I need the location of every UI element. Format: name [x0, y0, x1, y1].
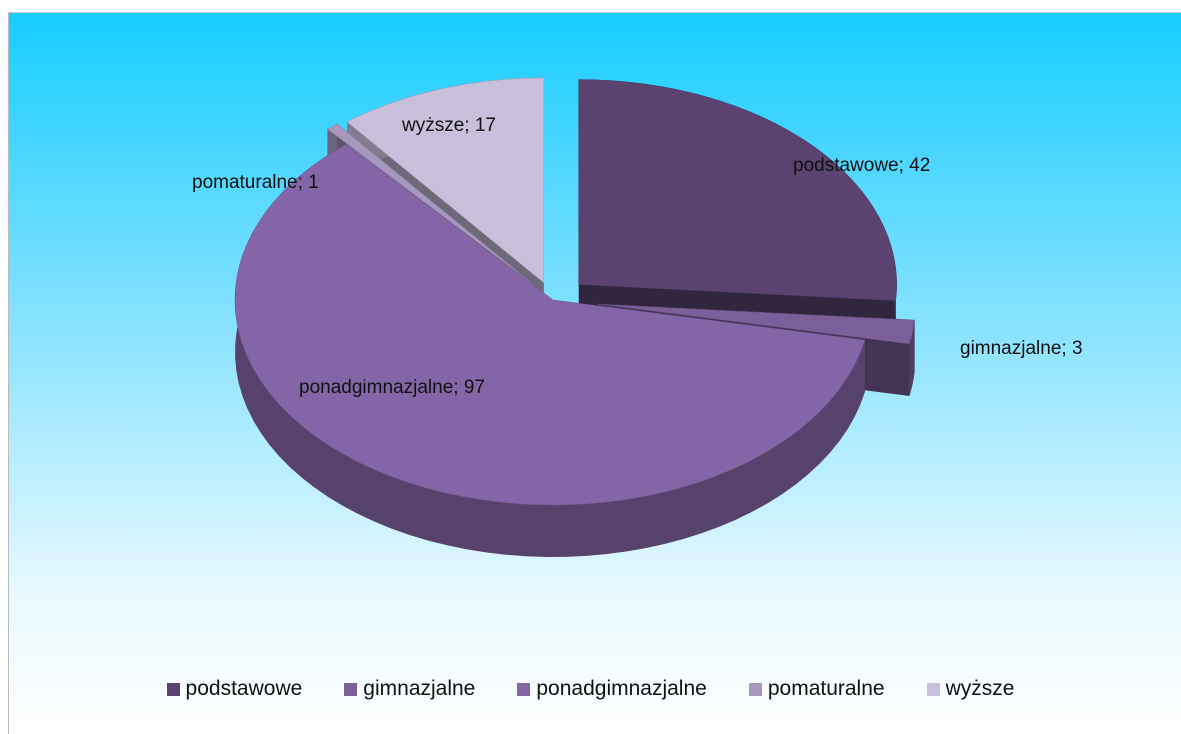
- legend-label: podstawowe: [185, 677, 303, 700]
- legend-label: wyższe: [945, 677, 1015, 700]
- slice: [578, 79, 897, 301]
- legend-item: wyższe: [926, 677, 1015, 701]
- legend-label: ponadgimnazjalne: [536, 677, 707, 700]
- legend-swatch: [926, 682, 940, 696]
- legend-swatch: [344, 682, 358, 696]
- slice-tops: [234, 77, 915, 506]
- slice: [234, 143, 866, 506]
- legend-item: podstawowe: [166, 677, 303, 701]
- slice: [346, 77, 545, 284]
- legend-swatch: [748, 682, 762, 696]
- legend-label: gimnazjalne: [363, 677, 476, 700]
- slice-side: [909, 320, 915, 397]
- legend-item: gimnazjalne: [344, 677, 475, 701]
- data-label: wyższe; 17: [402, 115, 496, 136]
- data-label: ponadgimnazjalne; 97: [299, 377, 485, 398]
- legend-swatch: [166, 682, 180, 696]
- slice: [597, 303, 915, 345]
- legend-swatch: [517, 682, 531, 696]
- data-label: gimnazjalne; 3: [960, 338, 1083, 359]
- legend: podstawowe gimnazjalne ponadgimnazjalne pom…: [0, 677, 1181, 701]
- legend-item: ponadgimnazjalne: [517, 677, 707, 701]
- data-label: podstawowe; 42: [793, 155, 931, 176]
- data-label: pomaturalne; 1: [192, 172, 319, 193]
- legend-item: pomaturalne: [748, 677, 885, 701]
- slice: [326, 123, 535, 286]
- legend-label: pomaturalne: [767, 677, 885, 700]
